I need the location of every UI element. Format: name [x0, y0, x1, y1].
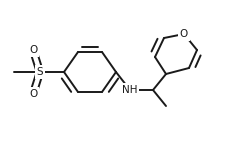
- Text: NH: NH: [122, 85, 138, 95]
- Text: O: O: [29, 45, 37, 55]
- Text: O: O: [180, 29, 188, 39]
- Text: S: S: [37, 67, 43, 77]
- Text: O: O: [29, 89, 37, 99]
